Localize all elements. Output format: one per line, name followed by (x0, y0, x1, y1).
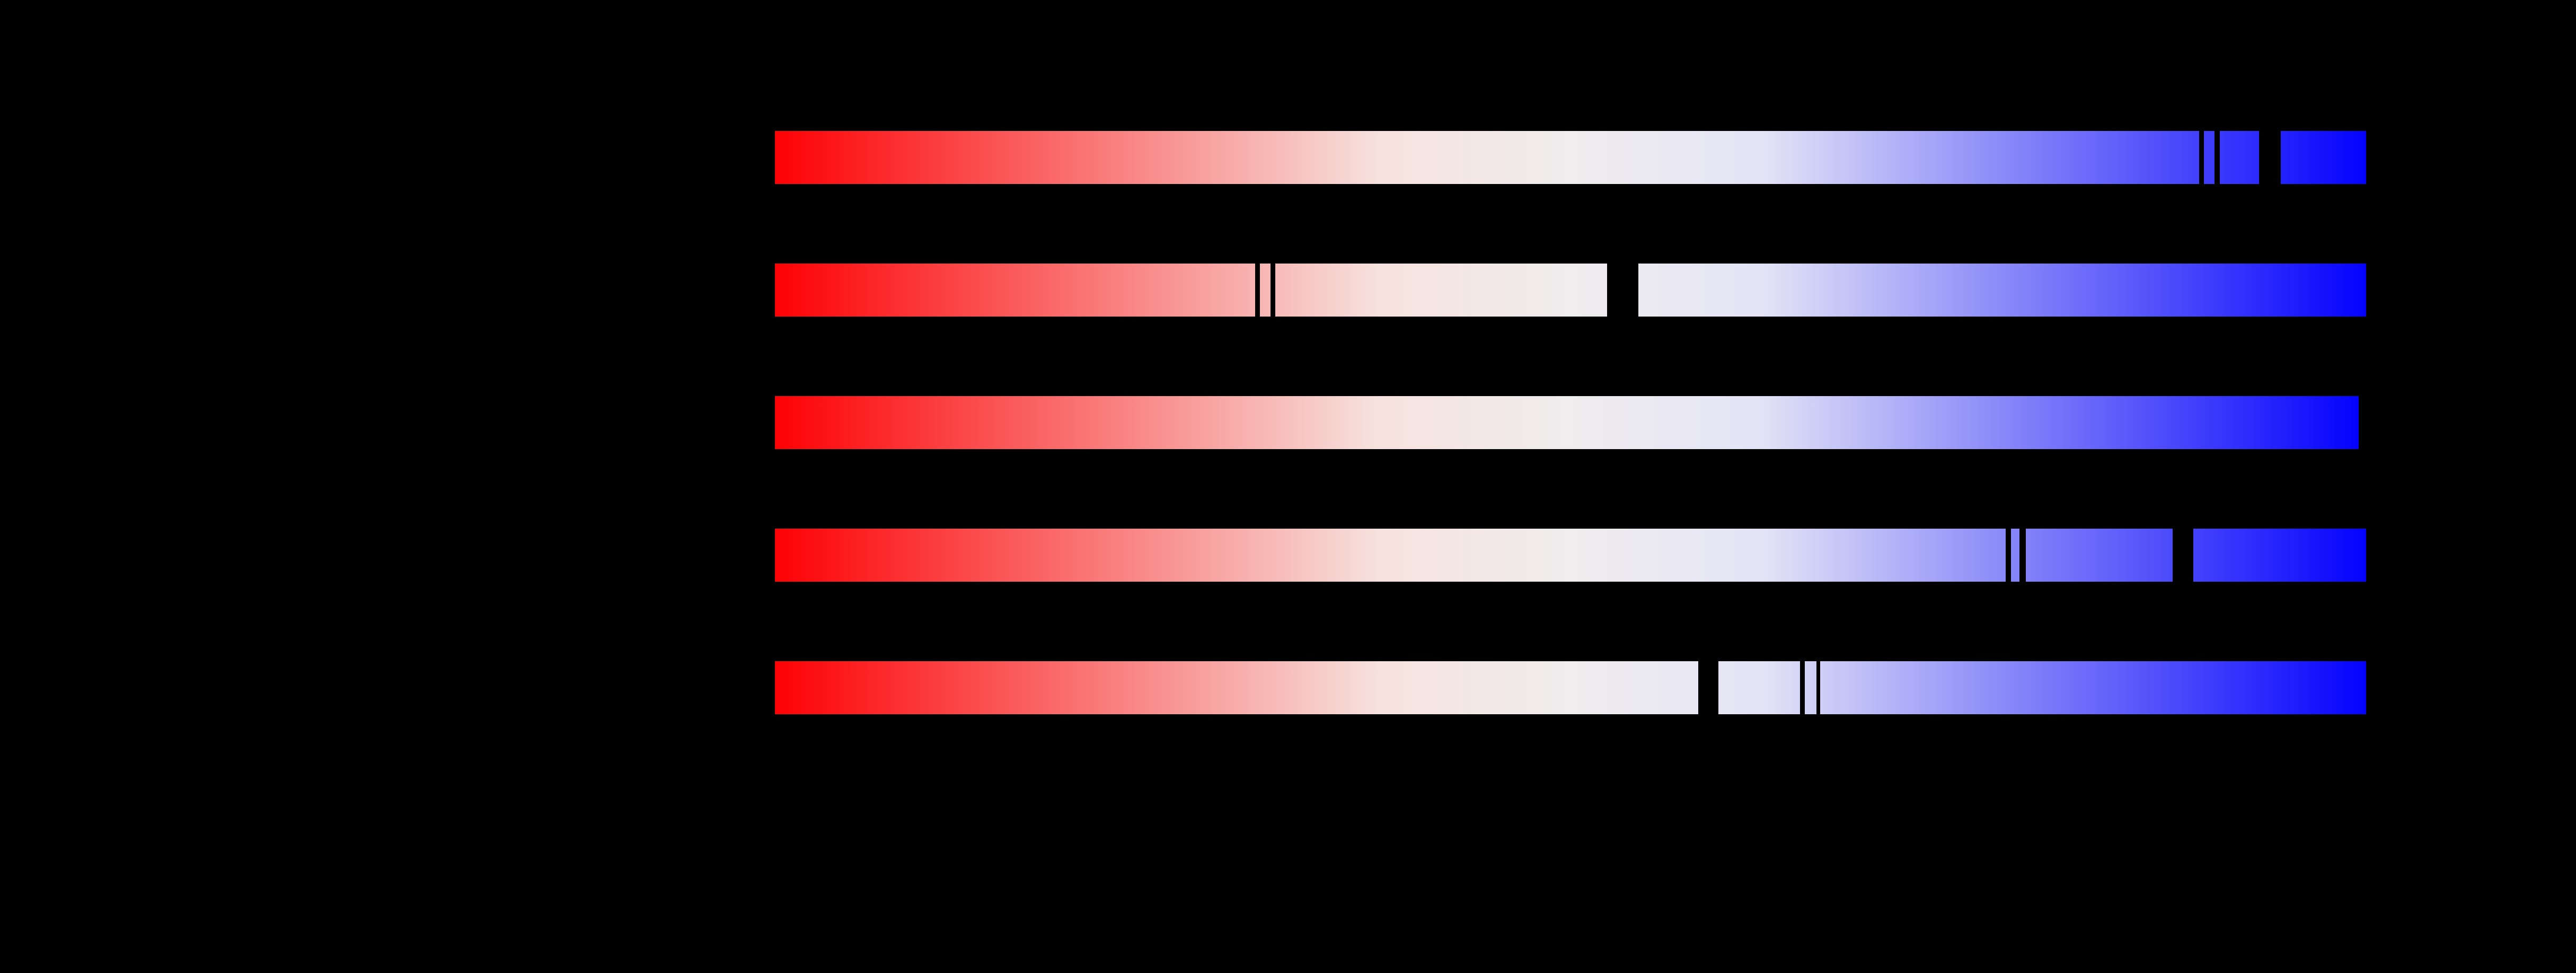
row-5-thin-tick (1816, 661, 1820, 714)
row-4-thin-tick (2019, 529, 2026, 582)
row-5-thin-tick (1800, 661, 1805, 714)
gradient-bar-row-2 (775, 264, 2366, 317)
row-2-thin-tick (1271, 264, 1275, 317)
gradient-bar-row-4 (775, 529, 2366, 582)
row-2-thin-tick (1255, 264, 1260, 317)
gradient-bar-row-1 (775, 131, 2366, 184)
gradient-bar-row-5 (775, 661, 2366, 714)
row-4-wide-gap (2173, 529, 2193, 582)
gradient-bar-row-3 (775, 396, 2359, 449)
row-1-wide-gap (2259, 131, 2281, 184)
row-4-thin-tick (2006, 529, 2011, 582)
row-2-wide-gap (1607, 264, 1638, 317)
row-5-wide-gap (1698, 661, 1718, 714)
row-1-thin-tick (2215, 131, 2220, 184)
row-1-thin-tick (2199, 131, 2204, 184)
